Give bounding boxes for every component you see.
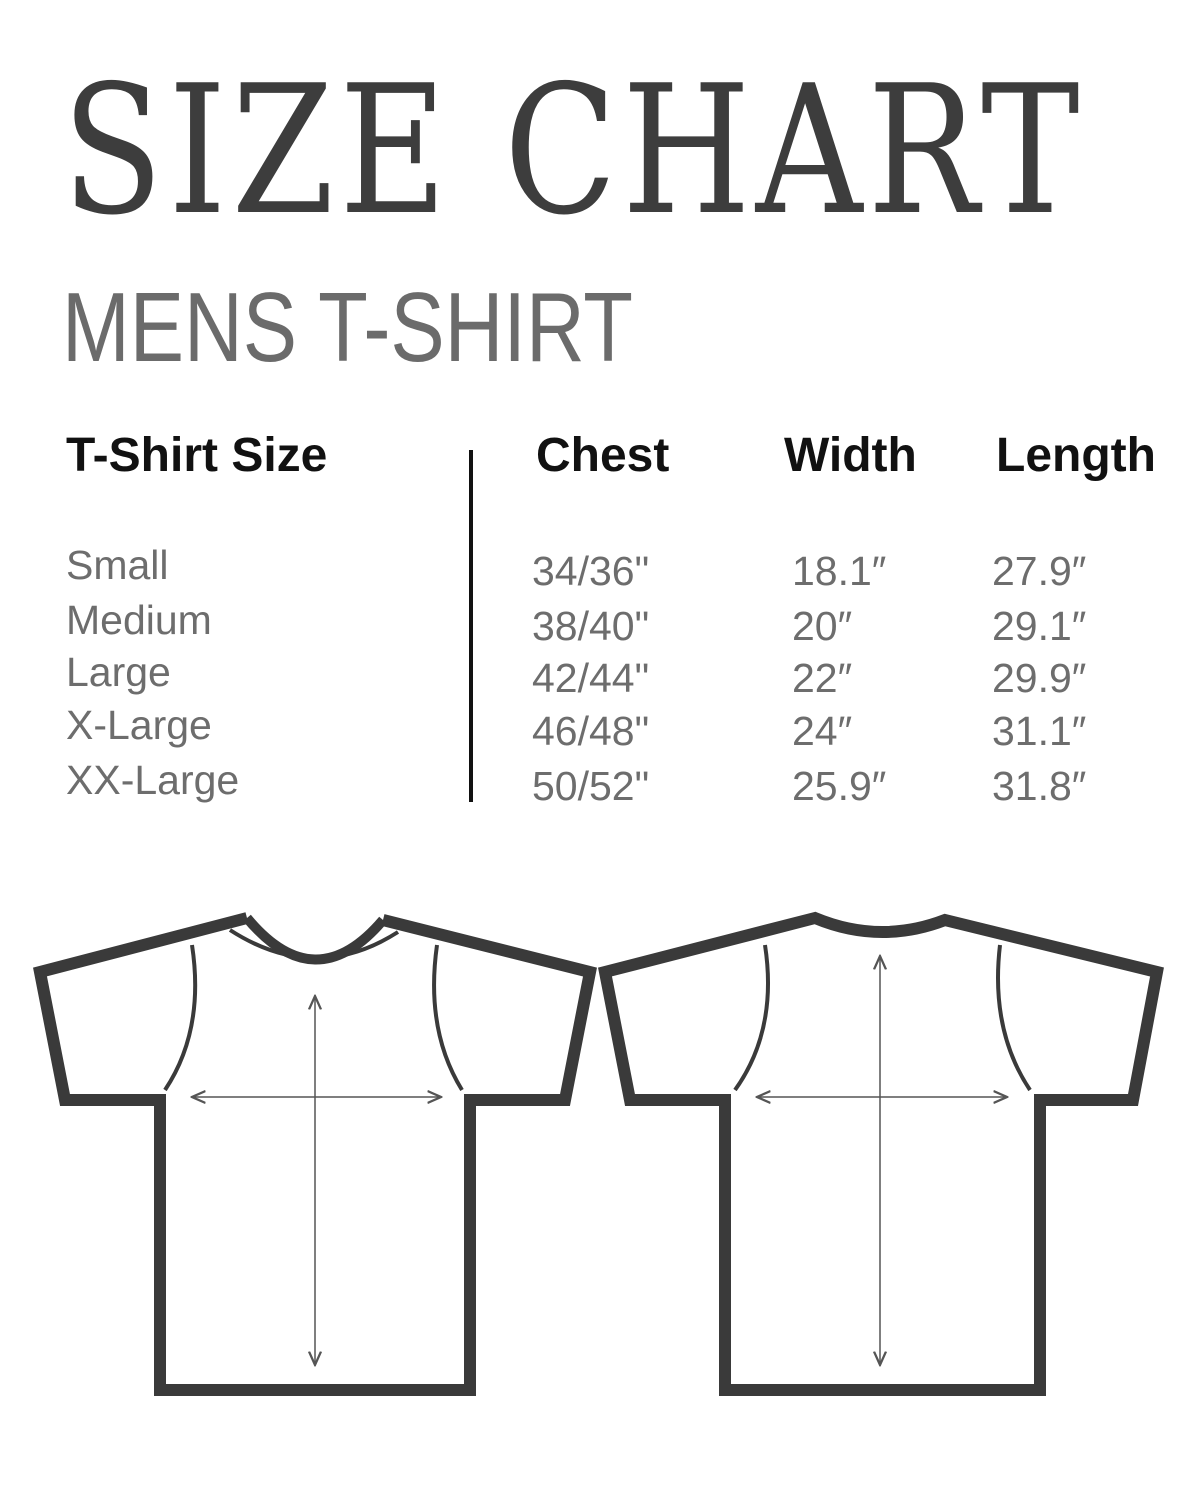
column-divider	[469, 450, 473, 802]
header-width: Width	[784, 429, 917, 482]
cell-length: 29.9″	[992, 655, 1087, 701]
cell-length: 31.8″	[992, 763, 1087, 809]
cell-size: Small	[66, 542, 169, 588]
header-size: T-Shirt Size	[66, 429, 328, 482]
cell-chest: 42/44"	[532, 655, 650, 701]
cell-size: XX-Large	[66, 757, 240, 803]
header-length: Length	[996, 429, 1156, 482]
cell-size: Large	[66, 649, 171, 695]
header-chest: Chest	[536, 429, 670, 482]
cell-width: 18.1″	[792, 548, 887, 594]
page-title: SIZE CHART	[62, 47, 1085, 254]
t-shirt-back-icon	[598, 911, 1164, 1396]
cell-length: 29.1″	[992, 603, 1087, 649]
cell-size: Medium	[66, 597, 212, 643]
cell-size: X-Large	[66, 702, 212, 748]
cell-chest: 34/36"	[532, 548, 650, 594]
cell-chest: 38/40"	[532, 603, 650, 649]
cell-width: 24″	[792, 708, 853, 754]
cell-length: 31.1″	[992, 708, 1087, 754]
cell-width: 22″	[792, 655, 853, 701]
cell-chest: 46/48"	[532, 708, 650, 754]
page-subtitle: MENS T-SHIRT	[62, 272, 633, 382]
cell-chest: 50/52"	[532, 763, 650, 809]
t-shirt-front-icon	[33, 912, 597, 1396]
cell-width: 25.9″	[792, 763, 887, 809]
cell-width: 20″	[792, 603, 853, 649]
cell-length: 27.9″	[992, 548, 1087, 594]
